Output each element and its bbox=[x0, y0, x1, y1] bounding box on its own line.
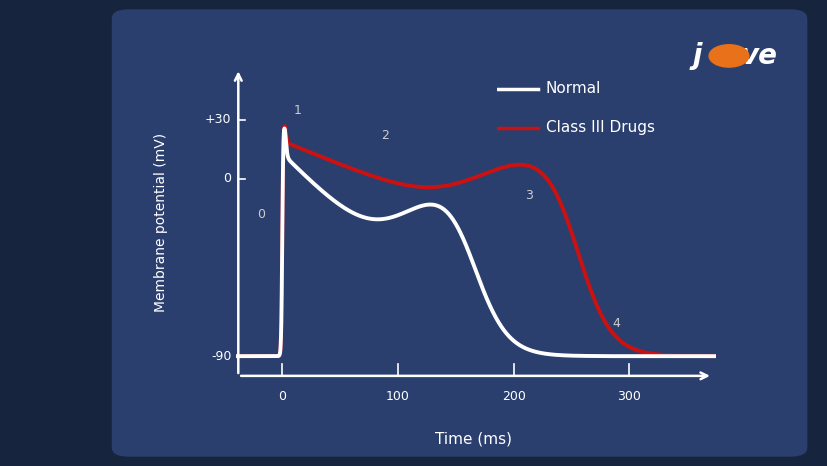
Text: 200: 200 bbox=[501, 390, 525, 403]
Text: ve: ve bbox=[739, 42, 777, 70]
Text: 2: 2 bbox=[380, 130, 388, 143]
Text: 300: 300 bbox=[617, 390, 641, 403]
Text: +30: +30 bbox=[204, 113, 231, 126]
Text: 4: 4 bbox=[611, 316, 619, 329]
Text: 0: 0 bbox=[223, 172, 231, 185]
Text: j: j bbox=[691, 42, 701, 70]
Text: 0: 0 bbox=[278, 390, 286, 403]
Text: 1: 1 bbox=[294, 104, 301, 117]
Text: Membrane potential (mV): Membrane potential (mV) bbox=[154, 133, 168, 312]
FancyBboxPatch shape bbox=[112, 9, 806, 457]
Text: 100: 100 bbox=[385, 390, 409, 403]
Text: Normal: Normal bbox=[545, 81, 600, 96]
Text: Class III Drugs: Class III Drugs bbox=[545, 120, 654, 135]
Text: 3: 3 bbox=[524, 189, 533, 201]
Text: Time (ms): Time (ms) bbox=[434, 431, 511, 446]
Circle shape bbox=[708, 45, 748, 67]
Text: -90: -90 bbox=[211, 350, 231, 363]
Text: o: o bbox=[721, 46, 735, 66]
Text: 0: 0 bbox=[256, 208, 265, 221]
